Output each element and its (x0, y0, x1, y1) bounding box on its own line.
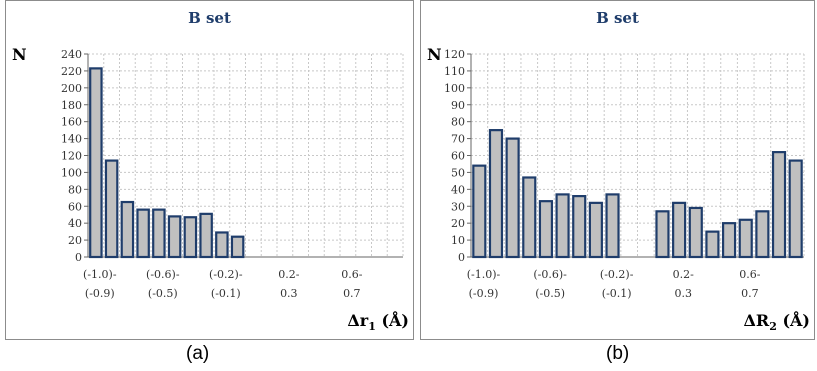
bar (167, 215, 182, 259)
x-tick-label: (-0.9) (469, 287, 499, 300)
x-tick-label: 0.2- (673, 268, 694, 281)
bar (655, 210, 670, 259)
chart-panel-a: B set N 0 20 40 60 80 100 120 140 160 180 200 220 24… (5, 0, 414, 340)
x-tick-label: (-0.9) (85, 287, 115, 300)
y-tick-label: 60 (68, 200, 82, 213)
bar (688, 206, 703, 259)
y-tick-label: 40 (451, 183, 465, 196)
bar (120, 200, 135, 259)
x-tick-label: (-0.1) (602, 287, 632, 300)
bar (721, 222, 737, 259)
x-tick-label: 0.2- (278, 268, 299, 281)
y-axis-label: N (12, 45, 27, 64)
chart-title: B set (188, 9, 231, 27)
y-tick-label: 140 (61, 133, 82, 146)
bar (788, 159, 803, 259)
x-tick-label: (-1.0)- (83, 268, 117, 281)
x-tick-label: (-0.6)- (146, 268, 180, 281)
x-axis-label-subscript: 2 (769, 320, 777, 333)
y-tick-label: 220 (61, 65, 82, 78)
x-tick-label: 0.3 (280, 287, 298, 300)
bar (605, 193, 620, 259)
bar (738, 218, 753, 259)
bar (89, 67, 103, 259)
y-tick-label: 110 (444, 65, 465, 78)
y-tick-label: 180 (61, 99, 82, 112)
bar (472, 164, 487, 259)
x-axis-label-subscript: 1 (368, 320, 376, 333)
y-tick-label: 200 (61, 82, 82, 95)
x-axis-label-main: Δr (347, 310, 369, 330)
x-tick-label: 0.7 (343, 287, 361, 300)
y-tick-label: 160 (61, 116, 82, 129)
x-axis-label-unit: (Å) (776, 310, 810, 330)
x-axis-label: Δr1 (Å) (347, 311, 409, 333)
x-tick-label: 0.6- (341, 268, 362, 281)
bar (771, 151, 787, 259)
y-tick-label: 80 (451, 116, 465, 129)
y-tick-label: 90 (451, 99, 465, 112)
x-tick-label: (-1.0)- (467, 268, 501, 281)
x-axis-label-unit: (Å) (375, 310, 409, 330)
x-tick-label: (-0.2)- (209, 268, 243, 281)
x-tick-label: (-0.5) (148, 287, 178, 300)
y-tick-label: 30 (451, 200, 465, 213)
y-tick-label: 120 (444, 48, 465, 61)
y-tick-label: 60 (451, 150, 465, 163)
bar (183, 216, 198, 259)
bar (705, 230, 720, 259)
bar (538, 200, 554, 259)
y-tick-label: 70 (451, 133, 465, 146)
bar (152, 208, 166, 259)
y-tick-label: 0 (458, 251, 465, 264)
x-tick-label: 0.7 (741, 287, 759, 300)
y-tick-label: 40 (68, 217, 82, 230)
bar (230, 235, 245, 259)
bar (522, 176, 537, 259)
caption-a: (a) (186, 343, 210, 364)
bar (488, 129, 504, 259)
y-axis-label: N (427, 45, 442, 64)
y-tick-label: 50 (451, 166, 465, 179)
chart-title: B set (596, 9, 639, 27)
y-tick-label: 0 (75, 251, 82, 264)
bar (755, 210, 770, 259)
x-tick-label: 0.3 (675, 287, 693, 300)
chart-panel-b: B set N 0 10 20 30 40 50 60 70 80 90 100 110 120 (-1.… (420, 0, 815, 340)
bar-chart-a: 0 20 40 60 80 100 120 140 160 180 200 220 240 (-1.0)-… (61, 48, 404, 300)
bar (215, 231, 229, 259)
bar (672, 201, 687, 259)
bar-chart-b: 0 10 20 30 40 50 60 70 80 90 100 110 120 (-1.0)- (-0.9… (444, 48, 805, 300)
x-axis-label-main: ΔR (743, 310, 770, 330)
x-tick-label: 0.6- (739, 268, 760, 281)
x-tick-label: (-0.5) (535, 287, 565, 300)
y-tick-label: 120 (61, 150, 82, 163)
y-tick-label: 100 (61, 166, 82, 179)
y-tick-label: 80 (68, 183, 82, 196)
bar (505, 137, 520, 259)
y-tick-label: 100 (444, 82, 465, 95)
caption-b: (b) (606, 343, 630, 364)
bar (104, 159, 119, 259)
bar (199, 212, 213, 259)
bar (572, 195, 587, 259)
x-axis-label: ΔR2 (Å) (744, 311, 811, 333)
y-tick-label: 20 (68, 234, 82, 247)
x-tick-label: (-0.6)- (533, 268, 567, 281)
x-tick-label: (-0.2)- (600, 268, 634, 281)
bar (136, 208, 150, 259)
x-tick-label: (-0.1) (211, 287, 241, 300)
bar (555, 193, 570, 259)
bar (588, 201, 603, 259)
y-tick-label: 20 (451, 217, 465, 230)
y-tick-label: 10 (451, 234, 465, 247)
y-tick-label: 240 (61, 48, 82, 61)
